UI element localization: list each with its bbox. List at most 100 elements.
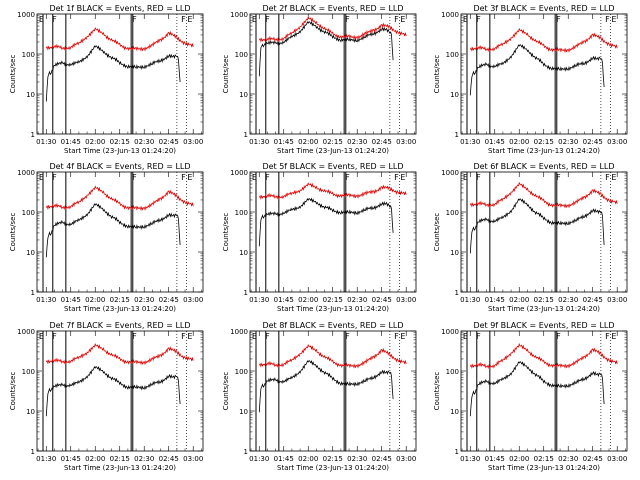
- segment-marker: F: [345, 15, 350, 24]
- y-tick-label: 1000: [441, 11, 459, 19]
- segment-marker: F: [556, 332, 561, 341]
- y-tick-label: 100: [22, 209, 35, 217]
- x-tick-label: 01:45: [485, 296, 505, 304]
- panel-det-6: Det 6f BLACK = Events, RED = LLD 1 10 100 10…: [433, 162, 628, 313]
- series-lld: [469, 343, 618, 370]
- series-lld: [258, 182, 407, 200]
- series-lld: [45, 185, 194, 212]
- y-axis-label: Counts/sec: [433, 55, 441, 94]
- x-tick-label: 02:15: [534, 138, 554, 146]
- y-tick-label: 1000: [17, 11, 35, 19]
- x-tick-label: 02:15: [534, 296, 554, 304]
- plot-frame: [36, 330, 204, 452]
- x-tick-label: 02:15: [323, 296, 343, 304]
- segment-marker: F: [556, 173, 561, 182]
- segment-marker: E: [187, 15, 192, 24]
- y-tick-label: 10: [450, 249, 459, 257]
- x-tick-label: 02:30: [558, 455, 578, 463]
- plot-frame: [36, 171, 204, 293]
- x-tick-label: 01:45: [274, 138, 294, 146]
- x-tick-label: 02:00: [85, 296, 105, 304]
- panel-title: Det 6f BLACK = Events, RED = LLD: [473, 162, 614, 171]
- segment-marker: F: [556, 15, 561, 24]
- x-tick-label: 02:30: [347, 455, 367, 463]
- x-tick-label: 01:30: [460, 455, 480, 463]
- y-tick-label: 10: [450, 408, 459, 416]
- y-tick-label: 100: [22, 51, 35, 59]
- y-tick-label: 1: [31, 448, 35, 456]
- x-tick-label: 02:15: [323, 138, 343, 146]
- x-tick-label: 01:45: [274, 455, 294, 463]
- segment-marker: E: [252, 173, 257, 182]
- x-tick-label: 02:45: [372, 455, 392, 463]
- segment-marker: E: [611, 332, 616, 341]
- series-events: [469, 43, 605, 96]
- x-tick-label: 01:30: [36, 455, 56, 463]
- y-tick-label: 1: [455, 289, 459, 297]
- x-axis-label: Start Time (23-Jun-13 01:24:20): [64, 147, 176, 155]
- plot-frame: [36, 13, 204, 135]
- x-tick-label: 01:45: [61, 296, 81, 304]
- x-tick-label: 02:00: [85, 455, 105, 463]
- segment-marker: F: [345, 173, 350, 182]
- y-tick-label: 1000: [441, 328, 459, 336]
- x-axis-label: Start Time (23-Jun-13 01:24:20): [488, 305, 600, 313]
- panel-det-9: Det 9f BLACK = Events, RED = LLD 1 10 100 10…: [433, 321, 628, 472]
- x-tick-label: 02:30: [558, 296, 578, 304]
- y-tick-label: 100: [235, 51, 248, 59]
- plot-frame: [460, 171, 628, 293]
- panel-det-8: Det 8f BLACK = Events, RED = LLD 1 10 100 10…: [222, 321, 417, 472]
- series-lld: [45, 343, 194, 366]
- y-tick-label: 10: [26, 91, 35, 99]
- y-tick-label: 1: [244, 131, 248, 139]
- panel-title: Det 2f BLACK = Events, RED = LLD: [262, 4, 403, 13]
- series-events: [45, 365, 181, 417]
- x-tick-label: 01:30: [36, 296, 56, 304]
- panel-title: Det 4f BLACK = Events, RED = LLD: [49, 162, 190, 171]
- y-tick-label: 10: [239, 408, 248, 416]
- y-tick-label: 1: [244, 448, 248, 456]
- panel-det-1: Det 1f BLACK = Events, RED = LLD 1 10 100 10…: [9, 4, 204, 155]
- x-tick-label: 03:00: [396, 138, 416, 146]
- segment-marker: E: [400, 15, 405, 24]
- x-tick-label: 02:45: [583, 138, 603, 146]
- x-tick-label: 01:45: [274, 296, 294, 304]
- y-axis-label: Counts/sec: [433, 372, 441, 411]
- plot-frame: [460, 13, 628, 135]
- x-tick-label: 02:30: [347, 138, 367, 146]
- segment-marker: F: [52, 332, 57, 341]
- panel-det-4: Det 4f BLACK = Events, RED = LLD 1 10 100 10…: [9, 162, 204, 313]
- y-tick-label: 1000: [441, 169, 459, 177]
- x-tick-label: 02:45: [583, 455, 603, 463]
- panel-title: Det 5f BLACK = Events, RED = LLD: [262, 162, 403, 171]
- segment-marker: F: [345, 332, 350, 341]
- x-tick-label: 02:00: [298, 138, 318, 146]
- x-tick-label: 02:30: [347, 296, 367, 304]
- x-axis-label: Start Time (23-Jun-13 01:24:20): [277, 147, 389, 155]
- x-tick-label: 02:15: [323, 455, 343, 463]
- x-tick-label: 02:00: [509, 138, 529, 146]
- segment-marker: F: [394, 15, 399, 24]
- y-tick-label: 1000: [230, 11, 248, 19]
- segment-marker: E: [39, 332, 44, 341]
- x-tick-label: 02:15: [110, 296, 130, 304]
- x-tick-label: 02:15: [110, 138, 130, 146]
- y-tick-label: 1000: [17, 169, 35, 177]
- y-axis-label: Counts/sec: [433, 213, 441, 252]
- segment-marker: F: [476, 332, 481, 341]
- segment-marker: F: [605, 15, 610, 24]
- y-tick-label: 1000: [230, 328, 248, 336]
- segment-marker: F: [265, 15, 270, 24]
- segment-marker: F: [181, 332, 186, 341]
- segment-marker: E: [400, 173, 405, 182]
- segment-marker: E: [39, 173, 44, 182]
- x-tick-label: 02:30: [134, 455, 154, 463]
- x-tick-label: 01:45: [485, 138, 505, 146]
- y-tick-label: 1: [31, 289, 35, 297]
- y-axis-label: Counts/sec: [9, 213, 17, 252]
- x-tick-label: 03:00: [183, 455, 203, 463]
- y-tick-label: 10: [239, 249, 248, 257]
- y-tick-label: 100: [235, 368, 248, 376]
- x-tick-label: 01:45: [61, 138, 81, 146]
